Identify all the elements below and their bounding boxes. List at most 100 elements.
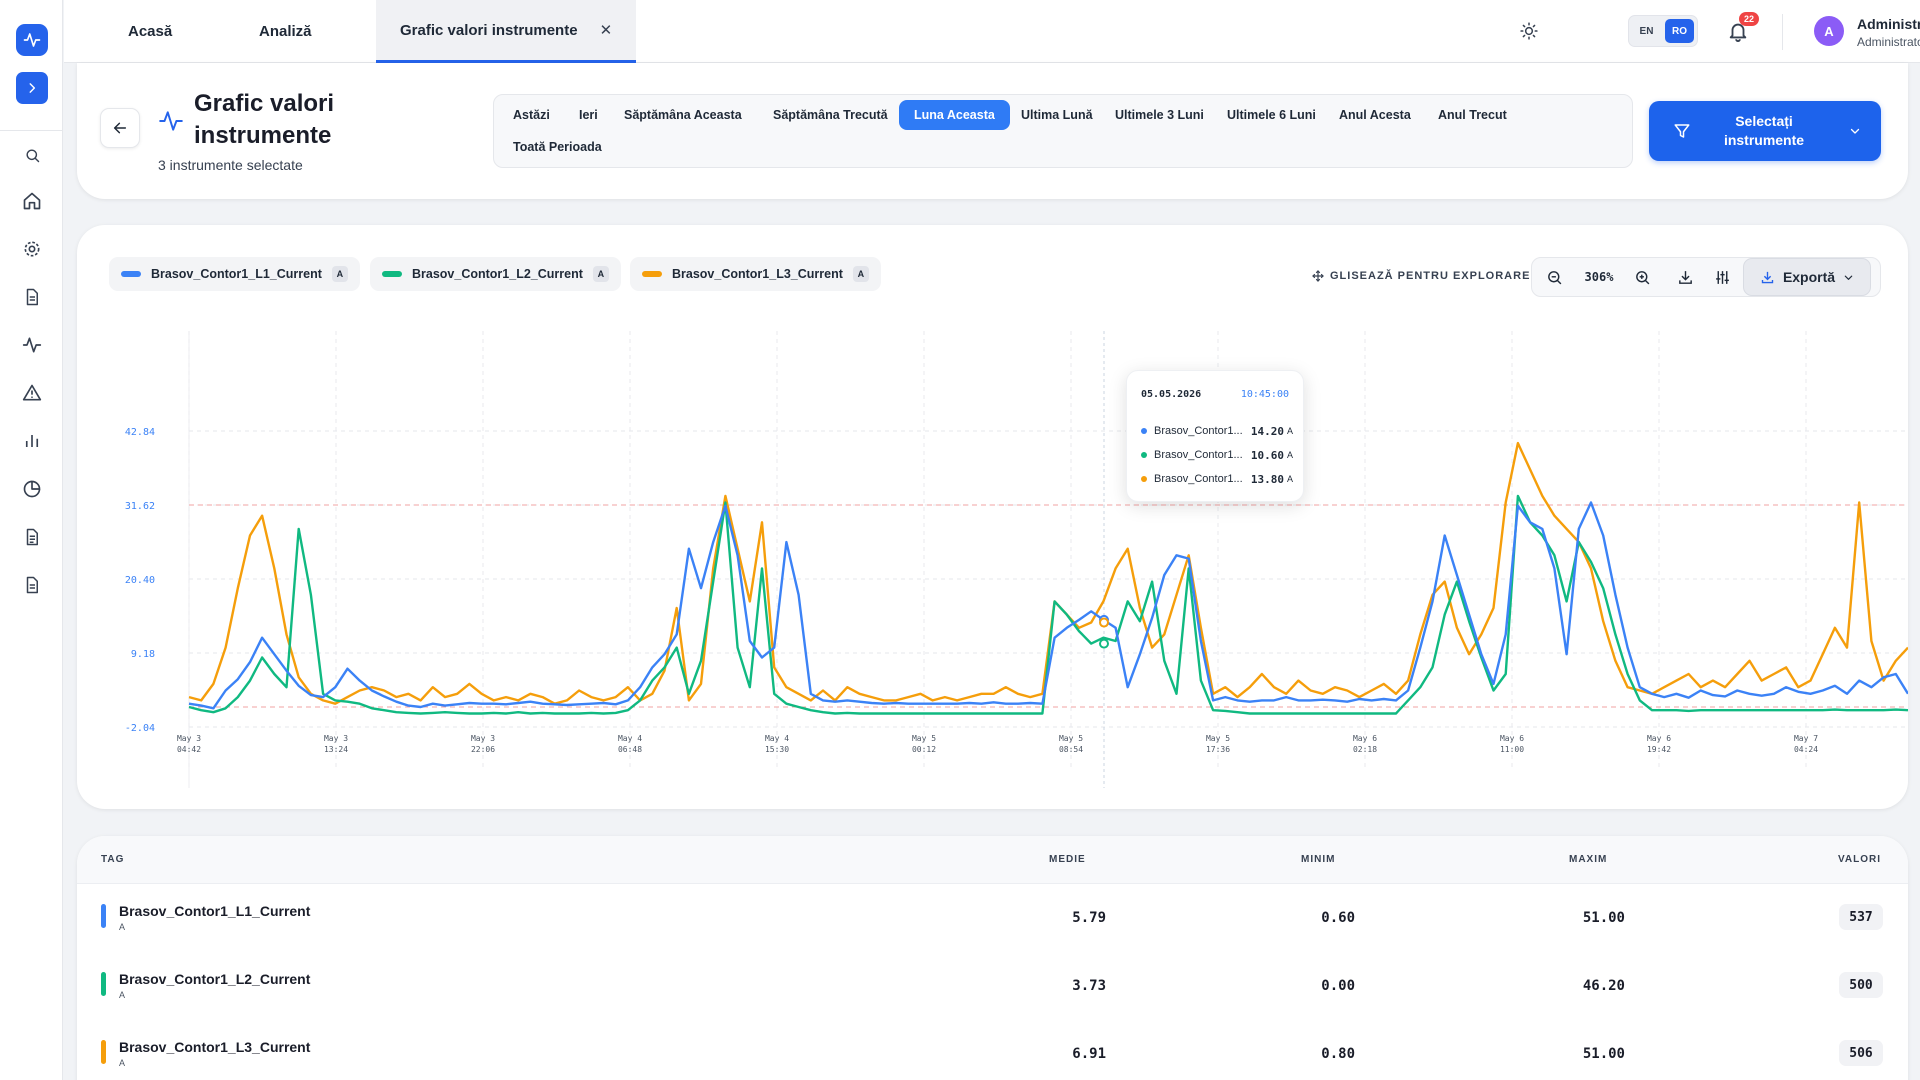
- row-unit: A: [119, 1058, 126, 1068]
- x-tick-time: 15:30: [765, 745, 789, 754]
- zoom-in-button[interactable]: [1628, 258, 1656, 296]
- lang-ro-button[interactable]: RO: [1665, 19, 1694, 43]
- row-min: 0.00: [1321, 978, 1355, 994]
- gear-icon: [24, 241, 40, 257]
- sidebar-settings[interactable]: [20, 237, 44, 261]
- sidebar-search[interactable]: [20, 143, 44, 167]
- page-title-icon-wrap: [158, 108, 184, 139]
- sidebar-pie[interactable]: [20, 477, 44, 501]
- chart-settings-button[interactable]: [1708, 258, 1736, 296]
- line-chart[interactable]: 42.84 31.62 20.40 9.18 -2.04 May 3 04:42 May 3 1…: [77, 320, 1908, 800]
- period-ultimele-6-luni[interactable]: Ultimele 6 Luni: [1227, 108, 1316, 122]
- legend-chip-l2[interactable]: Brasov_Contor1_L2_Current A: [370, 257, 621, 291]
- period-ultimele-3-luni[interactable]: Ultimele 3 Luni: [1115, 108, 1204, 122]
- legend-unit: A: [331, 266, 348, 282]
- page-title: Grafic valori instrumente: [194, 90, 335, 149]
- series-color-bar: [101, 1040, 106, 1064]
- download-button[interactable]: [1671, 258, 1699, 296]
- table-row[interactable]: Brasov_Contor1_L1_Current A 5.79 0.60 51…: [77, 884, 1908, 952]
- home-icon: [23, 192, 41, 210]
- tab-grafic[interactable]: Grafic valori instrumente ✕: [376, 0, 637, 63]
- period-saptamana-aceasta[interactable]: Săptămâna Aceasta: [624, 108, 742, 122]
- series-color-bar: [101, 904, 106, 928]
- search-icon: [25, 148, 39, 162]
- legend-chip-l1[interactable]: Brasov_Contor1_L1_Current A: [109, 257, 360, 291]
- tooltip-dot: [1141, 452, 1147, 458]
- x-tick-date: May 3: [471, 734, 495, 743]
- legend-swatch: [642, 271, 662, 277]
- period-astazi[interactable]: Astăzi: [513, 108, 550, 122]
- x-tick-time: 19:42: [1647, 745, 1671, 754]
- sliders-icon: [1715, 270, 1729, 284]
- statistics-table: TAG MEDIE MINIM MAXIM VALORI Brasov_Cont…: [77, 836, 1908, 1080]
- row-min: 0.80: [1321, 1046, 1355, 1062]
- x-tick-date: May 7: [1794, 734, 1818, 743]
- sidebar-export[interactable]: [20, 573, 44, 597]
- app-logo[interactable]: [16, 24, 48, 56]
- zoom-out-button[interactable]: [1540, 258, 1568, 296]
- row-max: 46.20: [1582, 978, 1625, 994]
- tooltip-dot: [1141, 476, 1147, 482]
- theme-toggle[interactable]: [1519, 21, 1539, 46]
- topbar-divider: [1782, 14, 1783, 50]
- y-tick-label: 20.40: [125, 575, 155, 586]
- row-max: 51.00: [1582, 910, 1625, 926]
- y-tick-label: 31.62: [125, 501, 155, 512]
- col-medie: MEDIE: [1049, 854, 1086, 865]
- tooltip-dot: [1141, 428, 1147, 434]
- user-name[interactable]: Administrator: [1857, 16, 1920, 32]
- x-tick-time: 08:54: [1059, 745, 1083, 754]
- tab-analiza[interactable]: Analiză: [259, 0, 312, 63]
- col-tag: TAG: [101, 854, 125, 865]
- chart-toolbar: 306% Exportă: [1531, 257, 1881, 297]
- sidebar-documents[interactable]: [20, 285, 44, 309]
- back-button[interactable]: [100, 108, 140, 148]
- language-switch: EN RO: [1628, 15, 1698, 47]
- table-row[interactable]: Brasov_Contor1_L2_Current A 3.73 0.00 46…: [77, 952, 1908, 1020]
- sidebar-activity[interactable]: [20, 333, 44, 357]
- legend-chip-l3[interactable]: Brasov_Contor1_L3_Current A: [630, 257, 881, 291]
- sun-icon: [1520, 22, 1538, 40]
- table-header: TAG MEDIE MINIM MAXIM VALORI: [77, 836, 1908, 884]
- notifications-button[interactable]: [1727, 20, 1749, 47]
- period-saptamana-trecuta[interactable]: Săptămâna Trecută: [773, 108, 888, 122]
- table-row[interactable]: Brasov_Contor1_L3_Current A 6.91 0.80 51…: [77, 1020, 1908, 1080]
- tab-label: Acasă: [128, 23, 173, 40]
- export-button[interactable]: Exportă: [1743, 258, 1871, 296]
- sidebar-alarms[interactable]: [20, 381, 44, 405]
- tooltip-row-l1: Brasov_Contor1... 14.20 A: [1141, 423, 1293, 439]
- x-tick-time: 17:36: [1206, 745, 1230, 754]
- period-toata-perioada[interactable]: Toată Perioada: [513, 140, 602, 154]
- tab-close-icon[interactable]: ✕: [599, 22, 613, 39]
- report-icon: [26, 576, 38, 594]
- avatar[interactable]: A: [1814, 16, 1844, 46]
- row-count: 500: [1839, 972, 1883, 998]
- period-anul-trecut[interactable]: Anul Trecut: [1438, 108, 1507, 122]
- x-tick-date: May 6: [1647, 734, 1671, 743]
- tab-acasa[interactable]: Acasă: [128, 0, 172, 63]
- sidebar-expand-button[interactable]: [16, 72, 48, 104]
- row-count: 506: [1839, 1040, 1883, 1066]
- legend-swatch: [121, 271, 141, 277]
- row-min: 0.60: [1321, 910, 1355, 926]
- sidebar-files[interactable]: [20, 525, 44, 549]
- col-maxim: MAXIM: [1569, 854, 1608, 865]
- zoom-in-icon: [1635, 270, 1649, 284]
- notification-count-badge: 22: [1739, 12, 1759, 26]
- period-anul-acesta[interactable]: Anul Acesta: [1339, 108, 1411, 122]
- period-ieri[interactable]: Ieri: [579, 108, 598, 122]
- lang-en-button[interactable]: EN: [1639, 25, 1654, 37]
- activity-icon: [22, 337, 42, 353]
- page-header-card: Grafic valori instrumente 3 instrumente …: [77, 63, 1908, 199]
- x-tick-time: 11:00: [1500, 745, 1524, 754]
- row-max: 51.00: [1582, 1046, 1625, 1062]
- period-luna-aceasta[interactable]: Luna Aceasta: [899, 100, 1010, 130]
- sidebar-home[interactable]: [20, 189, 44, 213]
- legend-label: Brasov_Contor1_L3_Current: [672, 267, 843, 281]
- x-tick-date: May 5: [912, 734, 936, 743]
- sidebar-reports[interactable]: [20, 429, 44, 453]
- x-tick-time: 02:18: [1353, 745, 1377, 754]
- row-count: 537: [1839, 904, 1883, 930]
- period-ultima-luna[interactable]: Ultima Lună: [1021, 108, 1093, 122]
- select-instruments-button[interactable]: Selectați instrumente: [1649, 101, 1881, 161]
